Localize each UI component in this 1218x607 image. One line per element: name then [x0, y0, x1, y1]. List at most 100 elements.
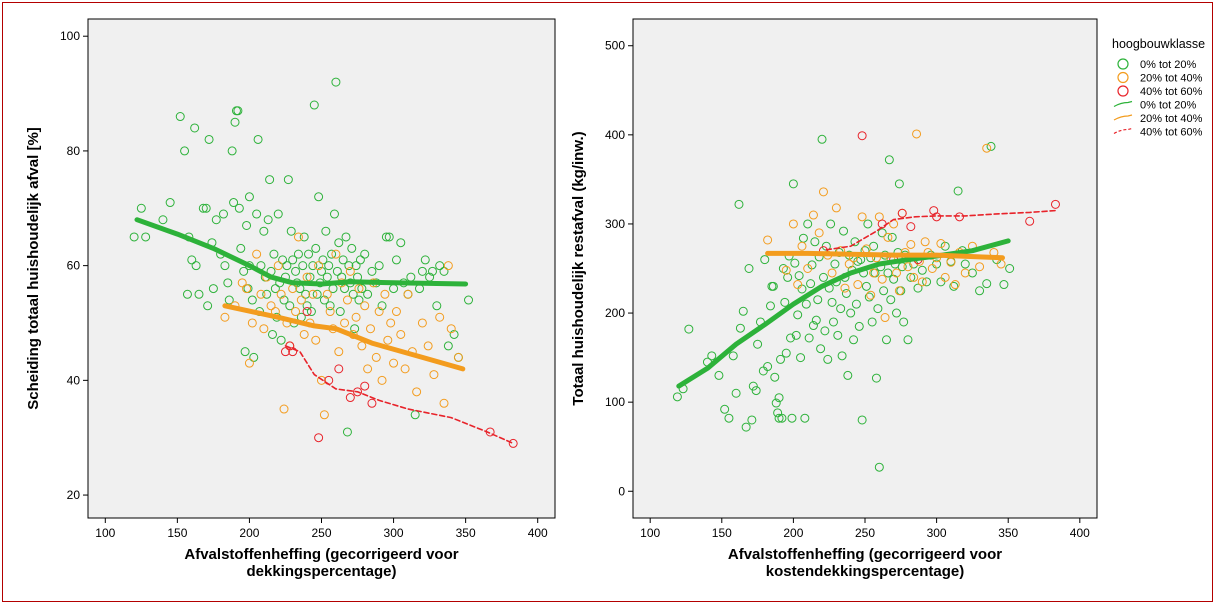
- data-point: [182, 289, 192, 299]
- data-point: [334, 347, 344, 357]
- data-point: [293, 232, 303, 242]
- data-point: [252, 209, 262, 219]
- data-point: [311, 335, 321, 345]
- data-point: [940, 272, 950, 282]
- data-point: [319, 410, 329, 420]
- data-point: [909, 272, 919, 282]
- data-point: [427, 266, 437, 276]
- data-point: [763, 362, 773, 372]
- data-point: [344, 261, 354, 271]
- data-point: [304, 249, 314, 259]
- data-point: [823, 354, 833, 364]
- data-point: [827, 268, 837, 278]
- data-point: [843, 370, 853, 380]
- data-point: [953, 186, 963, 196]
- data-point: [340, 318, 350, 328]
- data-point: [714, 370, 724, 380]
- data-point: [797, 241, 807, 251]
- data-point: [353, 387, 363, 397]
- y-tick-label: 100: [605, 395, 625, 409]
- data-point: [299, 232, 309, 242]
- data-point: [302, 307, 312, 317]
- data-point: [827, 297, 837, 307]
- data-point: [363, 364, 373, 374]
- data-point: [263, 215, 273, 225]
- legend-marker: [1117, 85, 1129, 97]
- data-point: [776, 354, 786, 364]
- chart-2: 100 150 200 250 300 350 400 0 100 200 300 400 500 Afv…: [570, 18, 1098, 580]
- data-point: [439, 398, 449, 408]
- data-point: [955, 212, 965, 222]
- data-point: [889, 274, 899, 284]
- data-point: [224, 295, 234, 305]
- x-tick-label: 300: [384, 526, 404, 540]
- data-point: [351, 312, 361, 322]
- data-point: [367, 398, 377, 408]
- data-point: [283, 175, 293, 185]
- data-point: [883, 232, 893, 242]
- data-point: [738, 306, 748, 316]
- x-tick-label: 150: [712, 526, 732, 540]
- data-point: [449, 329, 459, 339]
- data-point: [796, 353, 806, 363]
- data-point: [384, 232, 394, 242]
- data-point: [753, 339, 763, 349]
- data-point: [175, 112, 185, 122]
- data-point: [318, 255, 328, 265]
- data-point: [791, 330, 801, 340]
- x-tick-label: 400: [1070, 526, 1090, 540]
- data-point: [778, 264, 788, 273]
- fit-line-orange: [222, 303, 466, 372]
- data-point: [278, 255, 288, 265]
- data-point: [252, 249, 262, 259]
- data-point: [672, 392, 682, 402]
- data-point: [810, 237, 820, 247]
- data-point: [381, 232, 391, 242]
- data-point: [383, 335, 393, 345]
- data-point: [334, 364, 344, 374]
- data-point: [273, 261, 283, 271]
- legend-line: [1113, 127, 1133, 135]
- data-point: [846, 308, 856, 318]
- data-point: [338, 255, 348, 265]
- data-point: [342, 295, 352, 305]
- data-point: [906, 222, 916, 232]
- y-tick-label: 200: [605, 306, 625, 320]
- data-point: [800, 413, 810, 423]
- y-tick-label: 400: [605, 128, 625, 142]
- data-point: [841, 288, 851, 298]
- data-point: [818, 272, 828, 282]
- data-point: [820, 326, 830, 336]
- y-tick-label: 300: [605, 217, 625, 231]
- data-point: [982, 143, 992, 153]
- series-green: [129, 77, 474, 437]
- data-point: [218, 209, 228, 219]
- data-point: [332, 266, 342, 276]
- data-point: [234, 203, 244, 213]
- data-point: [439, 266, 449, 276]
- data-point: [412, 387, 422, 397]
- data-point: [780, 297, 790, 307]
- y-tick-label: 80: [67, 144, 81, 158]
- legend-marker: [1117, 58, 1129, 70]
- x-tick-label: 300: [927, 526, 947, 540]
- data-point: [920, 237, 930, 247]
- data-point: [350, 324, 360, 334]
- data-point: [247, 295, 257, 305]
- data-point: [453, 352, 463, 362]
- data-point: [296, 295, 306, 305]
- data-point: [982, 279, 992, 289]
- data-point: [864, 292, 874, 302]
- data-point: [360, 301, 370, 311]
- x-tick-label: 200: [783, 526, 803, 540]
- data-layer: [129, 77, 518, 448]
- data-point: [301, 289, 311, 299]
- data-point: [282, 261, 292, 271]
- data-point: [861, 281, 871, 291]
- data-point: [774, 413, 784, 423]
- data-point: [744, 264, 754, 273]
- data-point: [262, 289, 272, 299]
- data-point: [892, 268, 902, 278]
- legend-label: 20% tot 40%: [1140, 73, 1203, 85]
- fit-line-orange: [765, 250, 1005, 261]
